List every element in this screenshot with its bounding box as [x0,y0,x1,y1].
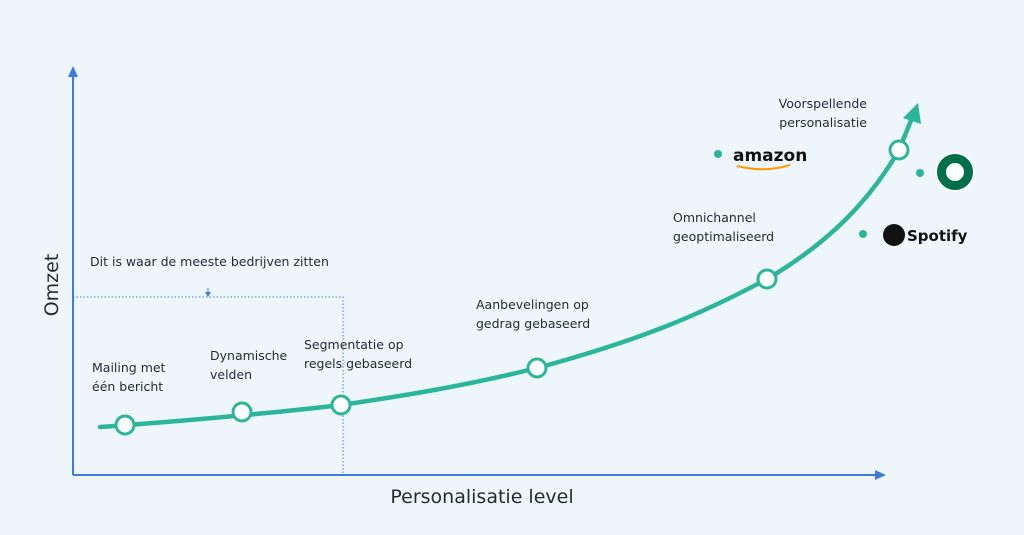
brand-dot [916,169,924,177]
spotify-icon [883,224,905,246]
x-axis-arrow [875,470,886,480]
stage-label: velden [210,367,252,382]
stage-label: Voorspellende [779,96,868,111]
region-outline [73,296,344,475]
spotify-logo: Spotify [907,227,968,245]
annotation: Dit is waar de meeste bedrijven zitten [90,254,329,269]
amazon-logo: amazon [733,146,807,166]
stage-label: Segmentatie op [304,337,404,352]
starbucks-inner [946,163,964,181]
stage-node [888,139,910,161]
y-axis-arrow [68,66,78,77]
stage-node [231,401,253,423]
stage-label: Dynamische [210,348,288,363]
region-pointer-head [205,292,211,297]
stage-node [330,394,352,416]
stage-node [756,268,778,290]
stage-node [526,357,548,379]
stage-label: gedrag gebaseerd [476,316,590,331]
y-axis-label: Omzet [41,254,63,317]
stage-label: Omnichannel [673,210,756,225]
stage-node [114,414,136,436]
stage-label: personalisatie [779,115,867,130]
stage-label: geoptimaliseerd [673,229,774,244]
brand-dot [714,150,722,158]
brand-dot [859,230,867,238]
stage-label: één bericht [92,379,163,394]
x-axis-label: Personalisatie level [390,486,573,508]
stage-label: Mailing met [92,360,166,375]
amazon-smile [736,164,791,171]
stage-label: regels gebaseerd [304,356,412,371]
curve-arrow [903,103,921,124]
stage-label: Aanbevelingen op [476,297,589,312]
